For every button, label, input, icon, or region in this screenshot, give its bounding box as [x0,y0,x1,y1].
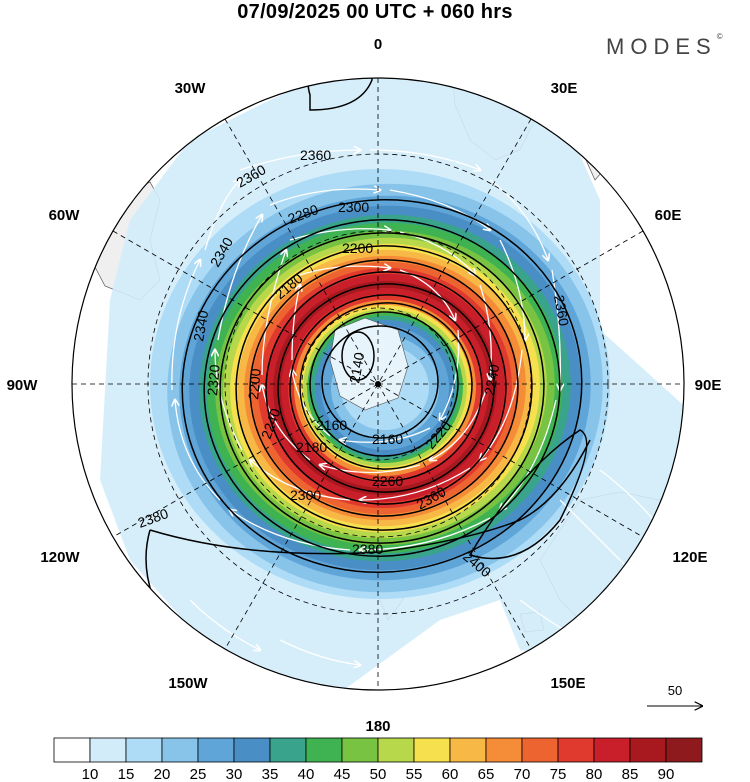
colorbar-tick-label: 65 [478,766,495,782]
colorbar-tick-label: 85 [622,766,639,782]
lon-label-30w: 30W [175,80,207,97]
contour-label: 2200 [342,240,373,256]
colorbar-swatch [521,737,559,763]
contour-2200 [299,302,473,470]
colorbar-tick-label: 70 [514,766,531,782]
contour-2360-east [519,439,591,521]
contour-label: 2340 [190,309,211,343]
contour-2360 [181,198,583,574]
contour-label: 2180 [296,439,327,455]
lon-label-90e: 90E [695,377,722,394]
colorbar-tick-label: 60 [442,766,459,782]
colorbar-swatch [305,737,343,763]
map-disk: 2140 2160 2160 2180 2180 2200 2200 2220 … [72,78,684,690]
contour-2380-outer [149,519,521,555]
contour-2320 [219,232,545,544]
colorbar-tick-label: 25 [190,766,207,782]
colorbar-tick-label: 80 [586,766,603,782]
vector-reference: 50 [647,683,702,706]
brand-logo: MODES© [606,32,723,60]
colorbar-swatch [89,737,127,763]
colorbar-swatch [557,737,595,763]
contour-2160 [321,325,439,439]
contour-2240 [277,283,495,493]
contour-2220 [289,294,483,482]
colorbar-tick-label: 75 [550,766,567,782]
contour-2260 [265,271,507,505]
lon-label-150w: 150W [168,675,208,692]
contour-label: 2240 [481,363,502,397]
lon-label-120w: 120W [40,549,80,566]
colorbar-swatch [665,737,703,763]
colorbar-swatch [197,737,235,763]
contour-label: 2360 [551,294,572,328]
colorbar-swatch [413,737,451,763]
colorbar-tick-label: 40 [298,766,315,782]
contour-label: 2160 [316,417,347,433]
colorbar-swatch [449,737,487,763]
colorbar-tick-label: 15 [118,766,135,782]
map-title: 07/09/2025 00 UTC + 060 hrs [237,1,513,23]
colorbar-swatch [629,737,667,763]
lon-label-60e: 60E [655,207,682,224]
colorbar-swatch [161,737,199,763]
colorbar-swatch [53,737,91,763]
colorbar-tick-label: 20 [154,766,171,782]
copyright-mark: © [716,32,723,41]
colorbar-tick-label: 90 [658,766,675,782]
contour-label: 2300 [338,199,369,215]
contour-label: 2300 [290,487,321,503]
polar-core [329,317,409,411]
colorbar-swatch [485,737,523,763]
colorbar-swatch [125,737,163,763]
lon-label-90w: 90W [7,377,39,394]
lon-label-180: 180 [365,718,390,735]
lon-label-150e: 150E [550,675,585,692]
colorbar-tick-label: 35 [262,766,279,782]
colorbar-swatch [233,737,271,763]
lon-label-30e: 30E [551,80,578,97]
colorbar-swatch [269,737,307,763]
colorbar: 10 15 20 25 30 35 40 45 50 55 60 65 70 75 80 85 90 [53,737,703,782]
contour-label: 2160 [372,431,403,447]
contour-2380-north [307,78,373,111]
longitude-labels: 0 30E 60E 90E 120E 150E 180 150W 120W 90… [7,36,722,735]
height-contours [145,78,591,681]
colorbar-tick-label: 45 [334,766,351,782]
contour-label: 2140 [346,351,367,385]
contour-label: 2380 [352,541,383,557]
colorbar-tick-label: 10 [82,766,99,782]
map-boundary [71,77,685,691]
colorbar-tick-label: 50 [370,766,387,782]
vector-reference-label: 50 [668,683,682,698]
contour-2300 [235,245,533,531]
brand-text: MODES [606,34,717,59]
lon-label-120e: 120E [672,549,707,566]
lon-label-0: 0 [374,36,382,53]
contour-2340 [203,219,561,557]
contour-label: 2360 [300,147,331,163]
contour-2140 [341,331,375,381]
lon-label-60w: 60W [49,207,81,224]
colorbar-tick-label: 55 [406,766,423,782]
contour-label: 2260 [372,473,403,489]
contour-label: 2320 [204,364,223,397]
contour-2180 [309,311,459,457]
colorbar-swatch [377,737,415,763]
colorbar-tick-label: 30 [226,766,243,782]
contour-2280 [249,259,519,517]
colorbar-swatch [593,737,631,763]
pole-dot-icon [375,381,381,387]
colorbar-swatch [341,737,379,763]
